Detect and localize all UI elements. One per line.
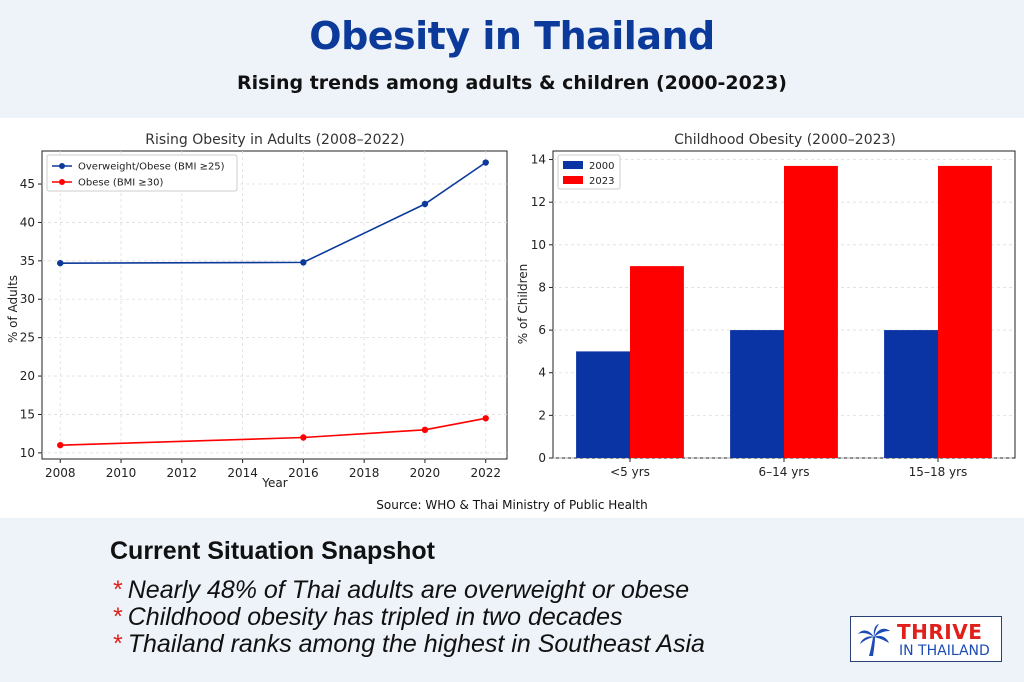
snapshot-bullet: * Nearly 48% of Thai adults are overweigh… — [112, 577, 705, 604]
y-tick-label: 35 — [20, 254, 35, 268]
data-point — [421, 426, 429, 434]
thrive-in-thailand-logo: THRIVE IN THAILAND — [850, 616, 1002, 662]
y-tick-label: 10 — [20, 446, 35, 460]
data-point — [482, 415, 489, 422]
asterisk-icon: * — [112, 603, 122, 631]
y-tick-label: 6 — [538, 323, 546, 337]
snapshot-title: Current Situation Snapshot — [110, 537, 435, 565]
bar-2023 — [630, 266, 684, 458]
childhood-obesity-bar-chart: Childhood Obesity (2000–2023) % of Child… — [516, 132, 1016, 479]
snapshot-bullet: * Childhood obesity has tripled in two de… — [112, 604, 705, 631]
source-note: Source: WHO & Thai Ministry of Public He… — [376, 498, 647, 512]
logo-line2: IN THAILAND — [899, 643, 990, 659]
bullet-text: Thailand ranks among the highest in Sout… — [127, 630, 705, 658]
data-point — [300, 259, 307, 266]
chart-panel: Rising Obesity in Adults (2008–2022) Yea… — [0, 118, 1024, 518]
page-subtitle: Rising trends among adults & children (2… — [237, 72, 787, 94]
x-tick-label: 2014 — [227, 466, 258, 480]
data-point — [482, 159, 489, 166]
legend-label: Overweight/Obese (BMI ≥25) — [78, 162, 225, 173]
y-tick-label: 30 — [20, 292, 35, 306]
y-tick-label: 25 — [20, 331, 35, 345]
line-chart-plot-area — [41, 150, 508, 460]
y-tick-label: 45 — [20, 177, 35, 191]
charts-svg: Rising Obesity in Adults (2008–2022) Yea… — [6, 132, 1016, 512]
legend-label: 2023 — [589, 176, 614, 187]
bar-2023 — [938, 165, 992, 458]
header: Obesity in Thailand Rising trends among … — [0, 0, 1024, 118]
y-tick-label: 15 — [20, 407, 35, 421]
data-point — [57, 441, 64, 449]
line-chart-ylabel: % of Adults — [6, 275, 20, 343]
snapshot-bullet: * Thailand ranks among the highest in Sou… — [112, 631, 705, 658]
legend-label: 2000 — [589, 161, 614, 172]
line-chart-xlabel: Year — [261, 476, 287, 490]
palm-tree-icon — [858, 624, 890, 656]
data-point — [300, 434, 307, 441]
y-tick-label: 8 — [538, 280, 546, 294]
data-point — [421, 200, 429, 208]
y-tick-label: 0 — [538, 451, 546, 465]
asterisk-icon: * — [112, 576, 122, 604]
x-tick-label: 2016 — [288, 466, 319, 480]
line-chart-title: Rising Obesity in Adults (2008–2022) — [145, 132, 405, 148]
bar-2023 — [784, 165, 838, 458]
series-line-0 — [60, 161, 487, 264]
bar-2000 — [884, 330, 938, 458]
bar-2000 — [730, 330, 784, 458]
data-point — [57, 259, 64, 267]
y-tick-label: 12 — [531, 195, 546, 209]
legend-marker — [59, 163, 65, 169]
y-tick-label: 40 — [20, 215, 35, 229]
y-tick-label: 20 — [20, 369, 35, 383]
x-tick-label: 15–18 yrs — [909, 465, 968, 479]
asterisk-icon: * — [112, 630, 122, 658]
page-title: Obesity in Thailand — [309, 14, 715, 58]
x-tick-label: 2008 — [45, 466, 76, 480]
line-chart-legend — [46, 154, 238, 192]
y-tick-label: 2 — [538, 408, 546, 422]
x-tick-label: 2022 — [470, 466, 501, 480]
logo-line1: THRIVE — [897, 620, 983, 644]
y-tick-label: 14 — [531, 153, 546, 167]
legend-swatch — [563, 176, 583, 184]
bar-2000 — [576, 351, 630, 458]
legend-label: Obese (BMI ≥30) — [78, 178, 164, 189]
x-tick-label: 6–14 yrs — [758, 465, 809, 479]
legend-swatch — [563, 161, 583, 169]
x-tick-label: 2018 — [349, 466, 380, 480]
series-line-1 — [60, 417, 486, 446]
bullet-text: Childhood obesity has tripled in two dec… — [127, 603, 623, 631]
bar-chart-ylabel: % of Children — [516, 264, 530, 345]
bar-chart-title: Childhood Obesity (2000–2023) — [674, 132, 896, 148]
adult-obesity-line-chart: Rising Obesity in Adults (2008–2022) Yea… — [6, 132, 508, 490]
legend-marker — [59, 179, 65, 185]
x-tick-label: 2010 — [106, 466, 137, 480]
x-tick-label: 2012 — [167, 466, 198, 480]
x-tick-label: 2020 — [410, 466, 441, 480]
bullet-text: Nearly 48% of Thai adults are overweight… — [127, 576, 690, 604]
y-tick-label: 10 — [531, 238, 546, 252]
snapshot-bullets: * Nearly 48% of Thai adults are overweigh… — [112, 577, 705, 658]
x-tick-label: <5 yrs — [610, 465, 650, 479]
y-tick-label: 4 — [538, 366, 546, 380]
